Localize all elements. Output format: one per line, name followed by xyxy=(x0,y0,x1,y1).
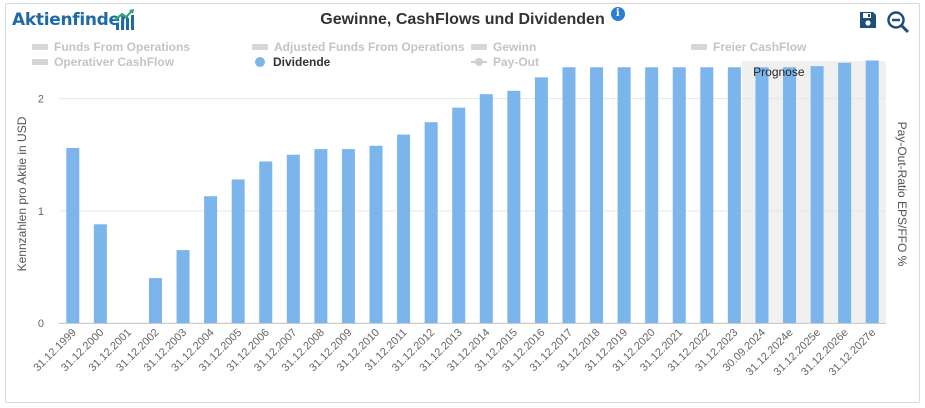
legend-item-funds-from-operations[interactable]: Funds From Operations xyxy=(32,40,190,54)
bar-31.12.1999 xyxy=(66,148,80,323)
bar-31.12.2009 xyxy=(341,149,355,323)
y-tick-label: 2 xyxy=(38,94,44,106)
bar-31.12.2000 xyxy=(93,224,107,323)
bar-31.12.2015 xyxy=(507,90,521,323)
bar-30.09.2024 xyxy=(755,67,769,324)
legend-item-dividende[interactable]: Dividende xyxy=(252,55,330,69)
legend-item-freier-cashflow[interactable]: Freier CashFlow xyxy=(691,40,806,54)
y-tick-label: 1 xyxy=(38,206,44,218)
bar-31.12.2027e xyxy=(865,60,879,324)
bar-31.12.2011 xyxy=(397,134,411,323)
zoom-out-icon[interactable] xyxy=(886,10,910,34)
legend-swatch xyxy=(32,43,48,50)
info-icon[interactable]: i xyxy=(610,7,625,21)
chart-title-wrap: Gewinne, CashFlows und Dividenden i xyxy=(0,7,925,29)
legend-swatch xyxy=(471,57,487,66)
legend-label: Gewinn xyxy=(493,40,537,54)
bar-31.12.2005 xyxy=(231,179,245,323)
chart-title: Gewinne, CashFlows und Dividenden xyxy=(320,11,605,28)
legend-item-pay-out[interactable]: Pay-Out xyxy=(471,55,539,69)
legend-swatch xyxy=(32,58,48,65)
legend-item-adjusted-funds-from-operations[interactable]: Adjusted Funds From Operations xyxy=(252,40,465,54)
bar-31.12.2007 xyxy=(286,154,300,323)
bar-31.12.2004 xyxy=(204,196,218,323)
y-axis-title: Kennzahlen pro Aktie in USD xyxy=(15,116,29,271)
bar-31.12.2021 xyxy=(672,67,686,324)
bar-31.12.2018 xyxy=(590,67,604,324)
bar-31.12.2006 xyxy=(259,161,273,323)
bar-31.12.2003 xyxy=(176,250,190,323)
logo-chart-icon xyxy=(114,9,134,30)
bar-31.12.2023 xyxy=(727,67,741,324)
legend-label: Adjusted Funds From Operations xyxy=(274,40,465,54)
bar-31.12.2016 xyxy=(534,77,548,323)
legend-swatch xyxy=(471,43,487,50)
bar-31.12.2019 xyxy=(617,67,631,324)
legend-label: Freier CashFlow xyxy=(713,40,807,54)
y-tick-label: 0 xyxy=(38,318,44,330)
bar-31.12.2024e xyxy=(783,67,797,324)
legend-label: Operativer CashFlow xyxy=(54,55,175,69)
logo-text: Aktienfinder xyxy=(12,10,128,30)
legend-swatch xyxy=(252,43,268,50)
bar-31.12.2010 xyxy=(369,145,383,323)
forecast-label: Prognose xyxy=(753,65,805,79)
bar-31.12.2008 xyxy=(314,149,328,323)
legend-swatch xyxy=(255,56,265,67)
bar-31.12.2017 xyxy=(562,67,576,324)
bar-31.12.2012 xyxy=(424,122,438,323)
bar-31.12.2026e xyxy=(838,62,852,323)
bar-31.12.2014 xyxy=(479,94,493,323)
bar-31.12.2002 xyxy=(148,278,162,323)
legend-label: Dividende xyxy=(273,55,331,69)
bar-31.12.2025e xyxy=(810,66,824,324)
logo[interactable]: Aktienfinder xyxy=(12,10,128,30)
bar-31.12.2022 xyxy=(700,67,714,324)
legend-label: Funds From Operations xyxy=(54,40,191,54)
y-axis-title-right: Pay-Out-Ratio EPS/FFO % xyxy=(895,122,909,267)
legend-label: Pay-Out xyxy=(493,55,540,69)
bar-31.12.2020 xyxy=(645,67,659,324)
bar-31.12.2013 xyxy=(452,107,466,323)
legend-item-gewinn[interactable]: Gewinn xyxy=(471,40,536,54)
legend-item-operativer-cashflow[interactable]: Operativer CashFlow xyxy=(32,55,174,69)
legend-swatch xyxy=(691,43,707,50)
save-icon[interactable] xyxy=(858,10,878,30)
